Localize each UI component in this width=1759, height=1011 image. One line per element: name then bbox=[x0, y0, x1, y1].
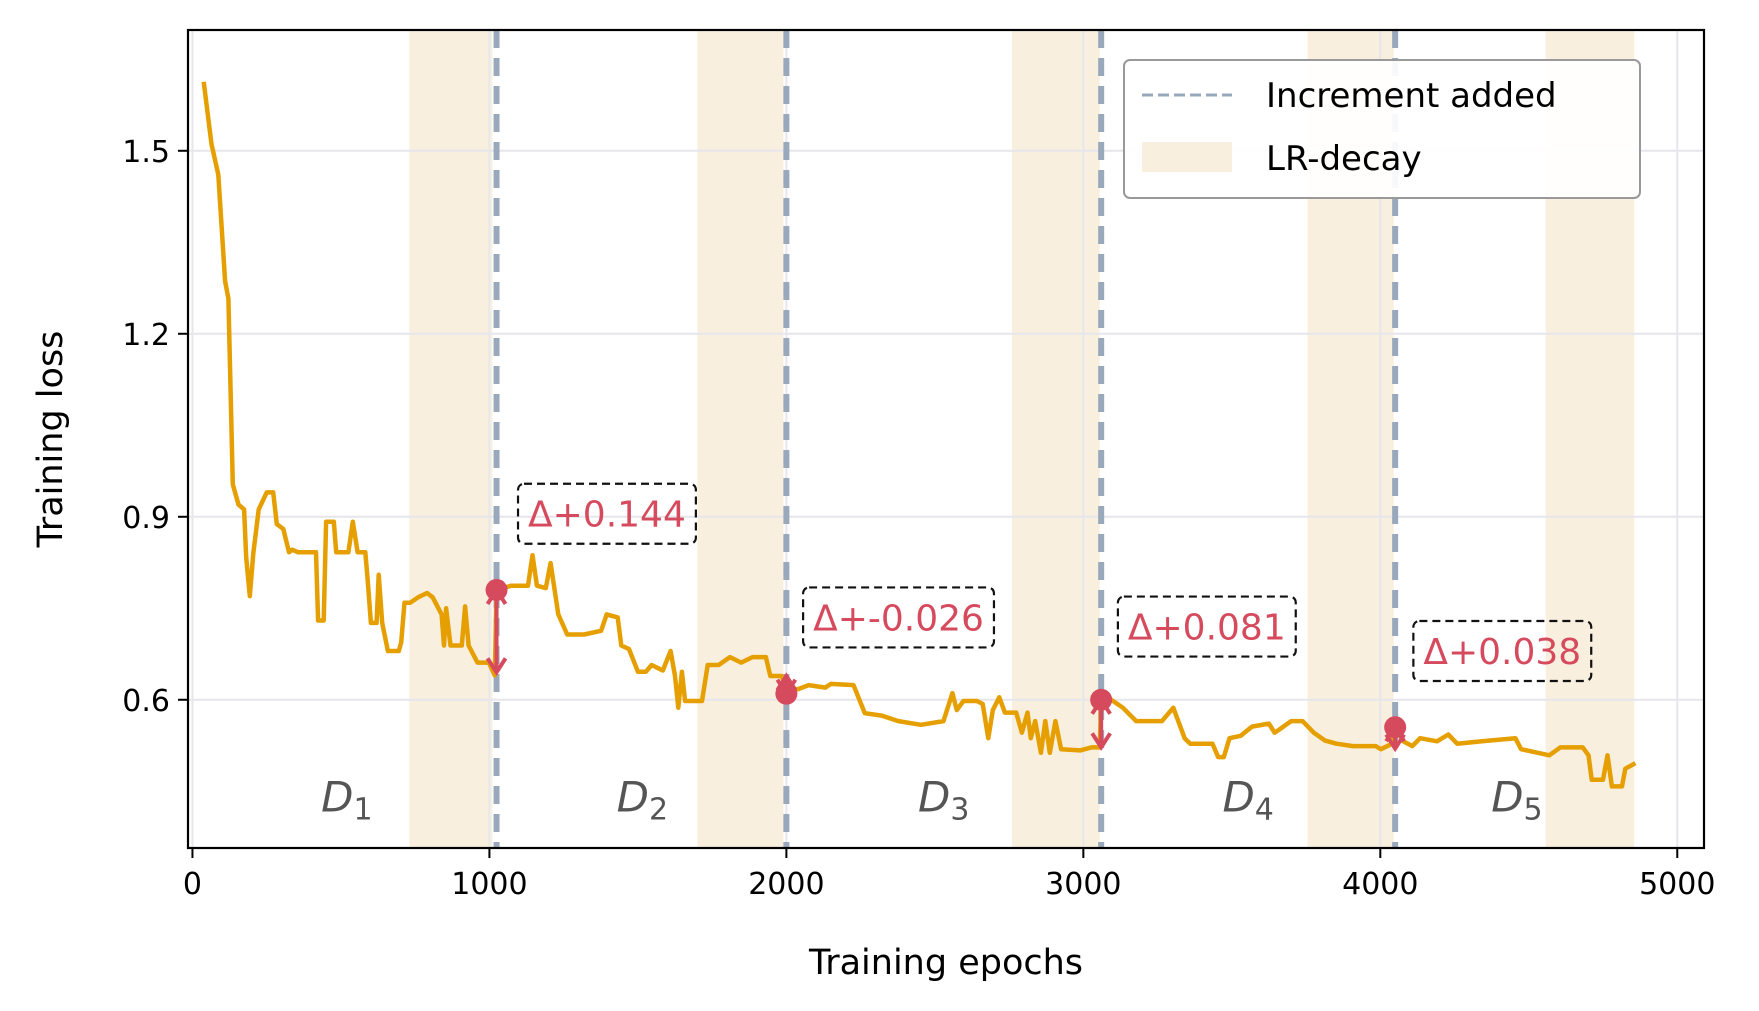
x-tick-label: 4000 bbox=[1342, 867, 1418, 902]
delta-label: Δ+-0.026 bbox=[813, 598, 984, 639]
domain-label-subscript: 3 bbox=[950, 792, 969, 827]
domain-label-base: D bbox=[918, 772, 950, 821]
legend: Increment added LR-decay bbox=[1123, 59, 1641, 199]
domain-label-subscript: 4 bbox=[1255, 792, 1274, 827]
x-axis-label: Training epochs bbox=[808, 943, 1083, 983]
delta-label: Δ+0.144 bbox=[528, 495, 686, 536]
delta-point bbox=[1384, 716, 1407, 739]
loss-line bbox=[201, 81, 1637, 789]
axis-ticks: 0 1000 2000 3000 4000 5000 0.6 0.9 1.2 1.5 bbox=[122, 135, 1715, 902]
delta-point bbox=[775, 682, 798, 705]
y-tick-label: 1.2 bbox=[122, 318, 170, 353]
x-tick-label: 1000 bbox=[451, 867, 527, 902]
y-axis-label: Training loss bbox=[31, 331, 71, 549]
domain-label: D1 bbox=[321, 772, 372, 827]
delta-label-box bbox=[1116, 595, 1297, 658]
domain-label-base: D bbox=[1491, 772, 1523, 821]
y-tick-label: 1.5 bbox=[122, 135, 170, 170]
delta-label-box bbox=[802, 586, 996, 649]
domain-label: D4 bbox=[1222, 772, 1273, 827]
domain-label-subscript: 5 bbox=[1524, 792, 1543, 827]
delta-point bbox=[1090, 688, 1113, 711]
domain-label-subscript: 2 bbox=[649, 792, 668, 827]
legend-lr-decay-label: LR-decay bbox=[1266, 139, 1422, 179]
lr-decay-band bbox=[409, 30, 493, 848]
domain-labels: D1 D2 D3 D4 D5 bbox=[321, 772, 1542, 827]
domain-label-subscript: 1 bbox=[354, 792, 373, 827]
delta-markers: Δ+0.144 Δ+-0.026 Δ+0.081 Δ+0.038 bbox=[485, 482, 1593, 753]
legend-box bbox=[1123, 59, 1641, 199]
delta-point bbox=[485, 578, 508, 601]
arrowhead-icon bbox=[1090, 732, 1112, 752]
delta-marker: Δ+0.081 bbox=[1090, 595, 1297, 752]
domain-label-base: D bbox=[321, 772, 353, 821]
delta-label: Δ+0.038 bbox=[1423, 632, 1581, 673]
domain-label-base: D bbox=[617, 772, 649, 821]
delta-label-box bbox=[516, 482, 697, 545]
delta-marker: Δ+0.038 bbox=[1384, 619, 1593, 753]
legend-increment-label: Increment added bbox=[1266, 76, 1557, 116]
domain-label: D2 bbox=[617, 772, 668, 827]
delta-label: Δ+0.081 bbox=[1128, 608, 1286, 649]
lr-decay-band bbox=[697, 30, 784, 848]
domain-label: D3 bbox=[918, 772, 969, 827]
y-tick-label: 0.6 bbox=[122, 684, 170, 719]
domain-label: D5 bbox=[1491, 772, 1542, 827]
x-tick-label: 0 bbox=[183, 867, 202, 902]
x-tick-label: 5000 bbox=[1639, 867, 1715, 902]
loss-series bbox=[201, 81, 1637, 789]
plot-frame bbox=[186, 28, 1706, 850]
domain-label-base: D bbox=[1222, 772, 1254, 821]
x-tick-label: 2000 bbox=[748, 867, 824, 902]
x-tick-label: 3000 bbox=[1045, 867, 1121, 902]
delta-label-box bbox=[1412, 619, 1593, 683]
delta-marker: Δ+0.144 bbox=[485, 482, 697, 677]
legend-lr-decay-swatch bbox=[1142, 142, 1232, 172]
arrowhead-icon bbox=[485, 657, 508, 677]
delta-marker: Δ+-0.026 bbox=[775, 586, 996, 705]
y-tick-label: 0.9 bbox=[122, 501, 170, 536]
